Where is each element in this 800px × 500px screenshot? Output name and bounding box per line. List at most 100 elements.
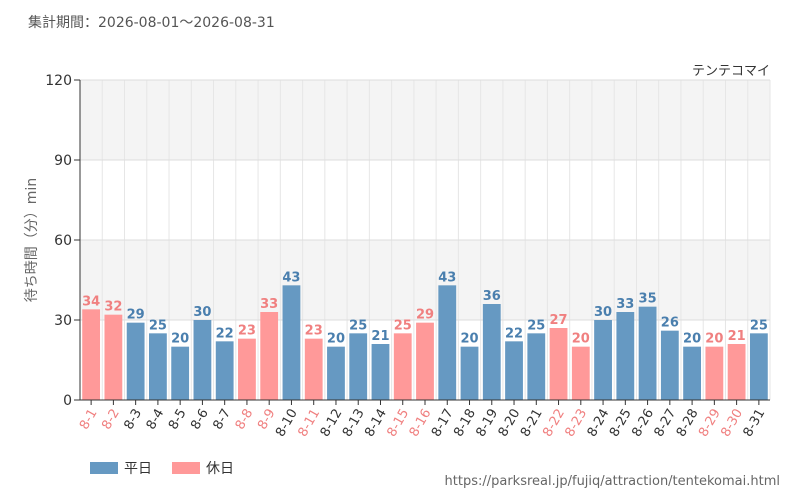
y-tick-label: 120 [45, 73, 72, 89]
x-tick-label-8-24: 8-24 [585, 407, 613, 440]
x-tick-label-8-10: 8-10 [273, 407, 301, 440]
bar-8-13[interactable] [349, 333, 368, 400]
x-tick-label-8-3: 8-3 [122, 407, 146, 433]
x-tick-label-8-12: 8-12 [318, 407, 346, 440]
bar-8-12[interactable] [327, 346, 345, 400]
data-label-8-21: 25 [527, 318, 545, 333]
x-tick-label-8-17: 8-17 [429, 407, 457, 440]
bar-8-9[interactable] [260, 312, 279, 400]
x-tick-label-8-13: 8-13 [340, 407, 368, 440]
x-tick-label-8-22: 8-22 [540, 407, 568, 440]
bar-8-11[interactable] [304, 338, 323, 400]
x-tick-label-8-5: 8-5 [166, 407, 190, 433]
bar-8-30[interactable] [727, 344, 746, 400]
x-tick-label-8-7: 8-7 [211, 407, 235, 433]
bar-8-28[interactable] [683, 346, 701, 400]
data-label-8-15: 25 [394, 318, 412, 333]
x-tick-label-8-23: 8-23 [563, 407, 591, 440]
bar-8-14[interactable] [371, 344, 390, 400]
x-tick-label-8-15: 8-15 [384, 407, 412, 440]
bar-8-17[interactable] [438, 285, 457, 400]
data-label-8-11: 23 [305, 324, 323, 339]
data-label-8-2: 32 [104, 300, 122, 315]
data-label-8-6: 30 [193, 305, 211, 320]
x-tick-label-8-8: 8-8 [233, 407, 257, 433]
bar-8-27[interactable] [660, 330, 679, 400]
data-label-8-13: 25 [349, 318, 367, 333]
data-label-8-12: 20 [327, 332, 345, 347]
y-tick-label: 60 [54, 233, 72, 249]
data-label-8-3: 29 [127, 308, 145, 323]
legend-swatch-weekday [90, 462, 118, 474]
x-tick-label-8-21: 8-21 [518, 407, 546, 440]
y-tick-label: 0 [63, 393, 72, 409]
data-label-8-23: 20 [572, 332, 590, 347]
y-tick-label: 90 [54, 153, 72, 169]
data-label-8-17: 43 [438, 270, 456, 285]
data-label-8-1: 34 [82, 294, 100, 309]
data-label-8-24: 30 [594, 305, 612, 320]
bar-8-3[interactable] [126, 322, 145, 400]
bar-8-6[interactable] [193, 320, 212, 400]
data-label-8-29: 20 [705, 332, 723, 347]
bar-8-10[interactable] [282, 285, 301, 400]
bar-8-31[interactable] [749, 333, 768, 400]
data-label-8-14: 21 [371, 329, 389, 344]
data-label-8-18: 20 [460, 332, 478, 347]
x-tick-label-8-1: 8-1 [77, 407, 101, 433]
data-label-8-19: 36 [483, 289, 501, 304]
data-label-8-27: 26 [661, 316, 679, 331]
bar-8-18[interactable] [460, 346, 479, 400]
bar-8-29[interactable] [705, 346, 724, 400]
legend-swatch-holiday [172, 462, 200, 474]
bar-8-7[interactable] [215, 341, 234, 400]
plot-band [80, 80, 770, 160]
data-label-8-4: 25 [149, 318, 167, 333]
bar-8-8[interactable] [238, 338, 256, 400]
legend-item-weekday[interactable]: 平日 [90, 458, 152, 478]
bar-8-16[interactable] [416, 322, 434, 400]
bar-8-23[interactable] [571, 346, 590, 400]
x-tick-label-8-14: 8-14 [362, 407, 390, 440]
x-tick-label-8-30: 8-30 [718, 407, 746, 440]
data-label-8-28: 20 [683, 332, 701, 347]
bar-8-1[interactable] [82, 309, 101, 400]
data-label-8-25: 33 [616, 297, 634, 312]
data-label-8-30: 21 [728, 329, 746, 344]
bar-8-15[interactable] [393, 333, 412, 400]
x-tick-label-8-28: 8-28 [674, 407, 702, 440]
legend: 平日 休日 [90, 458, 234, 478]
x-tick-label-8-4: 8-4 [144, 407, 168, 433]
x-tick-label-8-16: 8-16 [407, 407, 435, 440]
bar-8-22[interactable] [549, 328, 568, 400]
legend-label-weekday: 平日 [124, 461, 152, 477]
bar-8-25[interactable] [616, 312, 635, 400]
bar-8-21[interactable] [527, 333, 546, 400]
bar-8-2[interactable] [104, 314, 123, 400]
x-tick-label-8-25: 8-25 [607, 407, 635, 440]
x-tick-label-8-6: 8-6 [188, 407, 212, 433]
x-tick-label-8-11: 8-11 [295, 407, 323, 440]
legend-item-holiday[interactable]: 休日 [172, 458, 234, 478]
attraction-name: テンテコマイ [692, 64, 770, 79]
bar-8-24[interactable] [594, 320, 612, 400]
data-label-8-22: 27 [550, 313, 568, 328]
x-tick-label-8-19: 8-19 [473, 406, 501, 439]
bar-8-20[interactable] [505, 341, 523, 400]
plot-band [80, 160, 770, 240]
period-title: 集計期間：2026-08-01～2026-08-31 [28, 15, 275, 31]
x-tick-label-8-26: 8-26 [629, 407, 657, 440]
source-url[interactable]: https://parksreal.jp/fujiq/attraction/te… [444, 474, 780, 489]
y-axis-label: 待ち時間（分）min [24, 178, 40, 302]
data-label-8-9: 33 [260, 297, 278, 312]
bar-8-26[interactable] [638, 306, 657, 400]
x-tick-label-8-29: 8-29 [696, 407, 724, 440]
y-tick-label: 30 [54, 313, 72, 329]
bar-8-19[interactable] [482, 304, 501, 400]
bar-8-5[interactable] [171, 346, 190, 400]
data-label-8-5: 20 [171, 332, 189, 347]
data-label-8-20: 22 [505, 326, 523, 341]
data-label-8-26: 35 [639, 292, 657, 307]
bar-8-4[interactable] [149, 333, 167, 400]
